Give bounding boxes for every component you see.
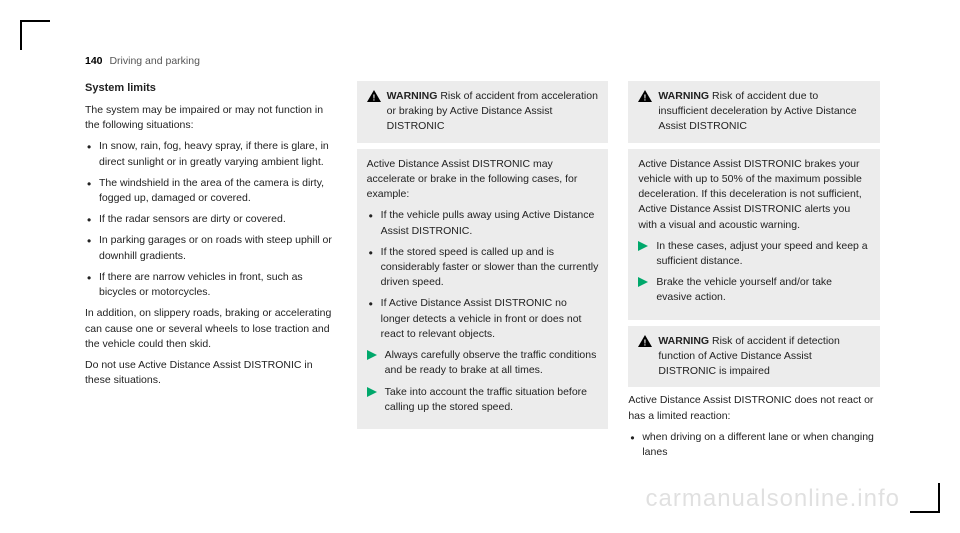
warning-label: WARNING — [387, 90, 438, 102]
para: In addition, on slippery roads, braking … — [85, 306, 337, 352]
corner-decoration-tl — [20, 20, 50, 50]
action-item: Brake the vehicle yourself and/or take e… — [638, 275, 870, 305]
warning-box: ! WARNING Risk of accident due to insuff… — [628, 81, 880, 143]
column-2: ! WARNING Risk of accident from accelera… — [357, 81, 609, 466]
section-title: System limits — [85, 81, 337, 97]
arrow-icon — [367, 387, 377, 397]
page-number: 140 — [85, 55, 103, 67]
warning-header: ! WARNING Risk of accident due to insuff… — [638, 89, 870, 135]
list-item: In parking garages or on roads with stee… — [85, 233, 337, 263]
action-text: Brake the vehicle yourself and/or take e… — [656, 276, 832, 303]
action-list: In these cases, adjust your speed and ke… — [638, 239, 870, 306]
action-item: In these cases, adjust your speed and ke… — [638, 239, 870, 269]
para: Do not use Active Distance Assist DISTRO… — [85, 358, 337, 388]
arrow-icon — [638, 277, 648, 287]
action-text: Always carefully observe the traffic con… — [385, 349, 597, 376]
action-text: Take into account the traffic situation … — [385, 386, 587, 413]
page-header: 140 Driving and parking — [85, 55, 880, 67]
list-item: If the vehicle pulls away using Active D… — [367, 208, 599, 238]
action-item: Always carefully observe the traffic con… — [367, 348, 599, 378]
para: Active Distance Assist DISTRONIC does no… — [628, 393, 880, 423]
warning-header: ! WARNING Risk of accident from accelera… — [367, 89, 599, 135]
svg-text:!: ! — [644, 94, 647, 103]
arrow-icon — [367, 350, 377, 360]
para: Active Distance Assist DISTRONIC may acc… — [367, 157, 599, 203]
para: Active Distance Assist DISTRONIC brakes … — [638, 157, 870, 233]
warning-body-box: Active Distance Assist DISTRONIC may acc… — [357, 149, 609, 429]
svg-text:!: ! — [644, 338, 647, 347]
bullet-list: If the vehicle pulls away using Active D… — [367, 208, 599, 342]
list-item: If there are narrow vehicles in front, s… — [85, 270, 337, 300]
warning-icon: ! — [638, 90, 652, 102]
column-1: System limits The system may be impaired… — [85, 81, 337, 466]
warning-icon: ! — [367, 90, 381, 102]
warning-header: ! WARNING Risk of accident if detection … — [638, 334, 870, 380]
corner-decoration-br — [910, 483, 940, 513]
action-text: In these cases, adjust your speed and ke… — [656, 240, 867, 267]
list-item: If the stored speed is called up and is … — [367, 245, 599, 291]
list-item: In snow, rain, fog, heavy spray, if ther… — [85, 139, 337, 169]
warning-label: WARNING — [658, 90, 709, 102]
warning-title-line: WARNING Risk of accident from accelerati… — [387, 89, 599, 135]
column-3: ! WARNING Risk of accident due to insuff… — [628, 81, 880, 466]
list-item: If Active Distance Assist DISTRONIC no l… — [367, 296, 599, 342]
warning-label: WARNING — [658, 335, 709, 347]
columns: System limits The system may be impaired… — [85, 81, 880, 466]
bullet-list: In snow, rain, fog, heavy spray, if ther… — [85, 139, 337, 300]
warning-title-line: WARNING Risk of accident due to insuffic… — [658, 89, 870, 135]
page-content: 140 Driving and parking System limits Th… — [85, 55, 880, 463]
list-item: when driving on a different lane or when… — [628, 430, 880, 460]
warning-box: ! WARNING Risk of accident if detection … — [628, 326, 880, 388]
svg-text:!: ! — [372, 94, 375, 103]
bullet-list: when driving on a different lane or when… — [628, 430, 880, 460]
list-item: If the radar sensors are dirty or covere… — [85, 212, 337, 227]
intro-para: The system may be impaired or may not fu… — [85, 103, 337, 133]
warning-box: ! WARNING Risk of accident from accelera… — [357, 81, 609, 143]
action-item: Take into account the traffic situation … — [367, 385, 599, 415]
warning-title-line: WARNING Risk of accident if detection fu… — [658, 334, 870, 380]
section-name: Driving and parking — [109, 55, 199, 67]
warning-icon: ! — [638, 335, 652, 347]
action-list: Always carefully observe the traffic con… — [367, 348, 599, 415]
arrow-icon — [638, 241, 648, 251]
warning-body-box: Active Distance Assist DISTRONIC brakes … — [628, 149, 880, 320]
list-item: The windshield in the area of the camera… — [85, 176, 337, 206]
watermark: carmanualsonline.info — [646, 485, 900, 513]
